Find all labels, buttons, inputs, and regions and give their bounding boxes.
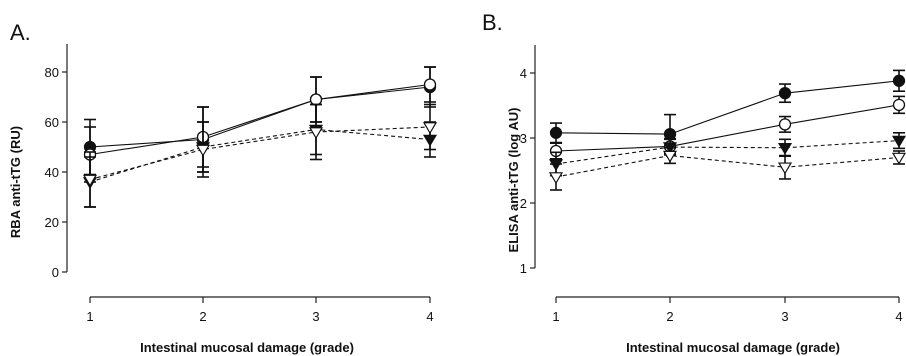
panel-a-series-4-point: [308, 127, 324, 140]
panel-a-series-1: [83, 66, 437, 176]
panel-a-axes: 0 20 40 60 80 1 2 3 4: [45, 44, 434, 324]
panel-b-y-tick-label: 3: [520, 131, 527, 146]
panel-a-y-tick-label: 0: [52, 265, 59, 280]
panel-a-series-2-line: [89, 83, 431, 156]
panel-a-y-tick-label: 40: [45, 165, 59, 180]
panel-b-series-4: [548, 146, 906, 191]
panel-a-x-tick-label: 1: [86, 309, 93, 324]
panel-a-x-tick-label: 2: [199, 309, 206, 324]
panel-b-series-3-point: [891, 135, 906, 148]
panel-a-series: [82, 66, 438, 208]
panel-a-series-4: [82, 103, 438, 208]
panel-b-series-4-point: [777, 162, 793, 175]
panel-b-series-2: [549, 95, 906, 160]
panel-a-series-4-point: [82, 174, 98, 187]
panel-a-chart: A. 0 20 40 60 80 1 2 3 4 Intestinal mucosal dama…: [8, 20, 438, 355]
panel-a-y-tick-label: 20: [45, 215, 59, 230]
panel-a-y-tick-label: 60: [45, 115, 59, 130]
panel-b-series-3-line: [555, 140, 900, 165]
panel-b-x-tick-label: 3: [781, 309, 788, 324]
panel-b-x-tick-label: 1: [552, 309, 559, 324]
panel-b-series-4-point: [548, 172, 564, 185]
panel-b-series-1-point: [892, 74, 906, 87]
panel-a-x-tick-label: 4: [426, 309, 433, 324]
panel-a-letter: A.: [10, 20, 31, 45]
panel-b-series-2-point: [892, 98, 906, 111]
panel-b-y-axis-title: ELISA anti-tTG (log AU): [506, 108, 521, 253]
panel-b-y-tick-label: 4: [520, 66, 527, 81]
panel-b-series-4-point: [891, 152, 906, 165]
panel-b-x-axis-title: Intestinal mucosal damage (grade): [626, 340, 840, 355]
panel-b-x-tick-label: 2: [666, 309, 673, 324]
panel-a-series-4-point: [422, 122, 438, 135]
panel-a-series-1-line: [89, 86, 431, 148]
panel-a-y-axis-title: RBA anti-tTG (RU): [8, 126, 23, 238]
panel-b-y-tick-label: 1: [520, 261, 527, 276]
panel-a-series-2: [83, 66, 437, 183]
panel-b-series: [548, 69, 906, 191]
panel-a-series-3-line: [89, 128, 431, 183]
panel-b-series-4-line: [555, 154, 900, 178]
panel-b-series-1-point: [778, 87, 792, 100]
panel-a-series-4-line: [89, 126, 431, 181]
panel-b-series-2-line: [555, 104, 900, 152]
panel-a-series-2-point: [423, 78, 437, 91]
panel-b-series-3-point: [777, 142, 793, 155]
panel-b-series-3: [548, 132, 906, 177]
panel-b-series-2-point: [778, 118, 792, 131]
panel-b-chart: B. 1 2 3 4 1 2 3 4 Intestinal mucosal damage (g…: [482, 10, 906, 355]
panel-b-axes: 1 2 3 4 1 2 3 4: [520, 45, 903, 324]
panel-a-y-tick-label: 80: [45, 65, 59, 80]
panel-b-series-1-line: [555, 80, 900, 135]
panel-b-series-1: [549, 69, 906, 155]
panel-b-series-1-point: [549, 126, 563, 139]
panel-a-series-4-point: [195, 144, 211, 157]
panel-b-letter: B.: [482, 10, 503, 35]
panel-b-series-4-point: [662, 150, 678, 163]
panel-a-x-axis-title: Intestinal mucosal damage (grade): [140, 340, 354, 355]
panel-a-series-2-point: [309, 93, 323, 106]
panel-b-x-tick-label: 4: [895, 309, 902, 324]
panel-b-y-tick-label: 2: [520, 196, 527, 211]
panel-a-x-tick-label: 3: [312, 309, 319, 324]
